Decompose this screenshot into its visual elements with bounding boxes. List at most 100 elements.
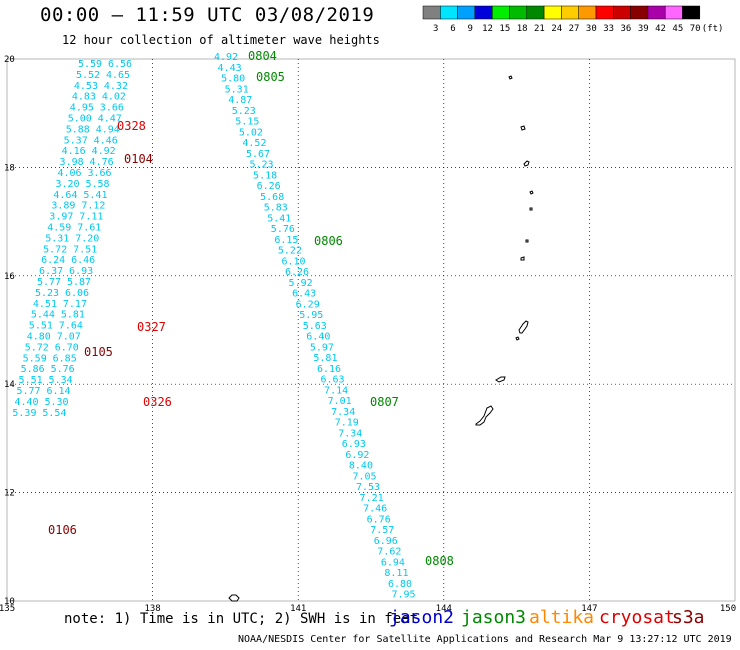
swh-value: 7.07 <box>57 332 81 343</box>
lon-label: 141 <box>290 604 306 614</box>
swh-value: 6.46 <box>71 255 95 266</box>
color-legend: 3 6 9 12 15 18 21 24 27 30 33 36 39 42 45 70 (ft) <box>422 5 724 34</box>
swh-value: 3.20 <box>55 179 79 190</box>
swh-value: 5.83 <box>264 203 288 214</box>
legend-tick-label: 70 <box>690 24 701 34</box>
swh-value: 7.17 <box>63 299 87 310</box>
swh-value: 4.87 <box>228 95 252 106</box>
legend-tick-label: 36 <box>621 24 632 34</box>
swh-value: 5.18 <box>253 170 277 181</box>
lon-label: 150 <box>720 604 736 614</box>
legend-tick-label: 42 <box>655 24 666 34</box>
swh-value: 4.65 <box>106 70 130 81</box>
swh-value: 5.23 <box>35 288 59 299</box>
legend-tick-label: 3 <box>433 24 438 34</box>
footer-credit: NOAA/NESDIS Center for Satellite Applica… <box>238 634 732 645</box>
pass-label: 0105 <box>84 345 113 359</box>
swh-value: 5.72 <box>25 342 49 353</box>
sat-legend-s3a: s3a <box>672 607 705 628</box>
swh-value: 5.39 <box>12 408 36 419</box>
pass-label: 0807 <box>370 395 399 409</box>
swh-value: 5.54 <box>42 408 66 419</box>
swh-value: 7.14 <box>324 385 348 396</box>
swh-value: 5.52 <box>76 70 100 81</box>
island-outline <box>508 75 513 80</box>
swh-value: 6.56 <box>108 59 132 70</box>
swh-value: 6.70 <box>55 342 79 353</box>
swh-value: 5.23 <box>250 160 274 171</box>
island-outline <box>475 405 494 426</box>
swh-value: 4.59 <box>47 223 71 234</box>
swh-value: 6.76 <box>367 514 391 525</box>
swh-value: 5.02 <box>239 127 263 138</box>
swh-value: 5.41 <box>267 213 291 224</box>
swh-value: 6.93 <box>69 266 93 277</box>
swh-value: 5.31 <box>225 84 249 95</box>
swh-value: 4.92 <box>214 52 238 63</box>
swh-value: 7.12 <box>81 201 105 212</box>
swh-value: 8.40 <box>349 461 373 472</box>
island-outline <box>525 239 529 243</box>
lon-label: 138 <box>144 604 160 614</box>
swh-value: 8.11 <box>384 568 408 579</box>
swh-value: 5.51 <box>29 321 53 332</box>
swh-value: 5.30 <box>44 397 68 408</box>
swh-value: 7.51 <box>73 244 97 255</box>
swh-value: 4.53 <box>74 81 98 92</box>
swh-value: 7.01 <box>328 396 352 407</box>
island-outline <box>529 207 533 211</box>
swh-value: 6.14 <box>47 386 71 397</box>
swh-value: 5.97 <box>310 342 334 353</box>
swh-value: 6.16 <box>317 364 341 375</box>
lat-label: 18 <box>4 163 15 173</box>
pass-label: 0106 <box>48 523 77 537</box>
pass-label: 0804 <box>248 49 277 63</box>
swh-value: 3.98 <box>60 157 84 168</box>
swh-value: 5.81 <box>313 353 337 364</box>
swh-value: 4.76 <box>90 157 114 168</box>
legend-tick-label: 27 <box>569 24 580 34</box>
lat-label: 12 <box>4 489 15 499</box>
swh-value: 6.43 <box>292 289 316 300</box>
swh-value: 7.05 <box>352 471 376 482</box>
lat-label: 20 <box>4 55 15 65</box>
swh-value: 6.63 <box>321 375 345 386</box>
lat-label: 14 <box>4 380 15 390</box>
lon-label: 147 <box>581 604 597 614</box>
swh-value: 4.16 <box>62 146 86 157</box>
sat-legend-jason2: jason2 <box>389 607 455 628</box>
legend-unit: (ft) <box>702 24 724 34</box>
swh-value: 5.59 <box>78 59 102 70</box>
legend-tick-label: 9 <box>468 24 473 34</box>
swh-value: 6.06 <box>65 288 89 299</box>
swh-value: 7.53 <box>356 482 380 493</box>
swh-value: 4.52 <box>242 138 266 149</box>
swh-value: 5.77 <box>17 386 41 397</box>
swh-value: 7.64 <box>59 321 83 332</box>
swh-value: 5.95 <box>299 310 323 321</box>
swh-value: 6.37 <box>39 266 63 277</box>
pass-label: 0806 <box>314 234 343 248</box>
map-frame <box>6 58 736 602</box>
swh-value: 4.80 <box>27 332 51 343</box>
swh-value: 5.86 <box>21 364 45 375</box>
swh-value: 5.88 <box>66 124 90 135</box>
lat-label: 16 <box>4 272 15 282</box>
swh-value: 6.26 <box>257 181 281 192</box>
legend-tick-label: 15 <box>499 24 510 34</box>
swh-value: 6.10 <box>281 256 305 267</box>
swh-value: 5.51 <box>19 375 43 386</box>
island-outline <box>520 125 526 131</box>
swh-value: 7.62 <box>377 547 401 558</box>
island-outline <box>523 160 530 167</box>
legend-tick-label: 24 <box>551 24 562 34</box>
island-outline <box>515 320 529 341</box>
sat-legend-jason3: jason3 <box>461 607 527 628</box>
swh-value: 6.92 <box>345 450 369 461</box>
swh-value: 4.51 <box>33 299 57 310</box>
swh-value: 4.83 <box>72 92 96 103</box>
swh-value: 5.72 <box>43 244 67 255</box>
swh-value: 4.06 <box>58 168 82 179</box>
